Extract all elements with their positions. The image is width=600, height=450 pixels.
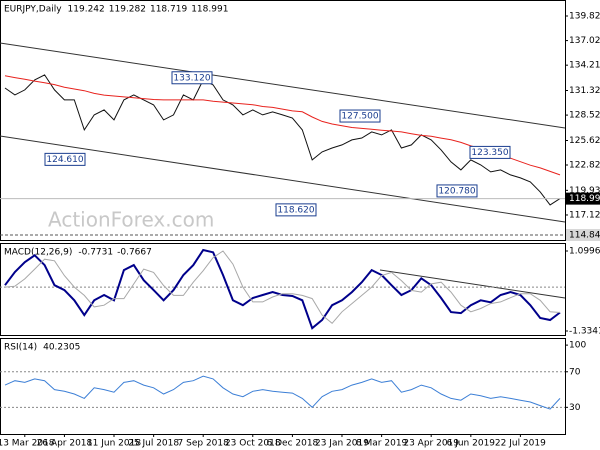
annotation-box: [171, 71, 213, 85]
series-line: [4, 250, 561, 324]
series-line: [4, 75, 561, 176]
y-tick-label: 128.520: [569, 111, 600, 121]
y-tick-label: 70: [569, 367, 581, 377]
x-tick-label: 23 Apr 2019: [403, 439, 459, 449]
annotation-label: 124.610: [46, 155, 83, 165]
series-line: [4, 74, 561, 206]
header-value: 119.282: [109, 5, 146, 15]
header-value: 118.719: [150, 5, 187, 15]
annotation-label: 133.120: [173, 73, 210, 83]
annotation-box: [339, 109, 381, 123]
x-tick-label: 8 Mar 2019: [356, 439, 408, 449]
y-tick-label: 1.0996: [569, 247, 600, 257]
annotation-label: 118.620: [277, 205, 314, 215]
support-label: 114.840: [569, 231, 600, 241]
y-tick-label: 125.620: [569, 136, 600, 146]
watermark: ActionForex.com: [48, 208, 214, 232]
x-tick-label: 6 Jun 2019: [447, 439, 496, 449]
header-value: 40.2305: [43, 343, 80, 353]
x-tick-label: 22 Jul 2019: [495, 439, 546, 449]
support-box: [566, 229, 600, 242]
y-tick-label: 122.825: [569, 161, 600, 171]
header-value: 119.242: [68, 5, 105, 15]
last-price-box: [566, 192, 600, 205]
channel-lower: [0, 135, 566, 223]
annotation-label: 127.500: [341, 112, 378, 122]
annotation-box: [275, 203, 317, 217]
x-tick-label: 26 Apr 2018: [37, 439, 93, 449]
last-price-label: 118.991: [569, 194, 600, 204]
y-tick-label: 139.825: [569, 11, 600, 21]
x-tick-label: 25 Jul 2018: [128, 439, 179, 449]
panel-title: RSI(14): [4, 343, 37, 353]
rsi-panel: [0, 338, 566, 435]
annotation-label: 123.350: [471, 148, 508, 158]
x-tick-label: 23 Oct 2018: [225, 439, 281, 449]
macd-trendline: [379, 269, 566, 299]
price-panel: [0, 0, 566, 241]
annotation-box: [469, 145, 511, 159]
x-tick-label: 23 Jan 2019: [315, 439, 369, 449]
header-value: 118.991: [191, 5, 228, 15]
y-tick-label: 117.125: [569, 210, 600, 220]
x-tick-label: 11 Jun 2018: [87, 439, 141, 449]
x-tick-label: 7 Sep 2018: [178, 439, 230, 449]
y-tick-label: 137.020: [569, 36, 600, 46]
header-value: -0.7667: [117, 248, 152, 258]
panel-title: MACD(12,26,9): [4, 248, 72, 258]
x-tick-label: 13 Mar 2018: [0, 439, 55, 449]
y-tick-label: 100: [569, 341, 586, 351]
y-tick-label: 131.325: [569, 86, 600, 96]
y-tick-label: -1.3341: [569, 326, 600, 336]
y-tick-label: 134.215: [569, 61, 600, 71]
y-tick-label: 30: [569, 403, 581, 413]
series-line: [4, 248, 561, 330]
header-value: -0.7731: [78, 248, 113, 258]
macd-panel: [0, 243, 566, 336]
y-tick-label: 119.935: [569, 186, 600, 196]
series-line: [4, 375, 561, 410]
annotation-box: [436, 184, 478, 198]
annotation-label: 120.780: [438, 186, 475, 196]
panel-title: EURJPY,Daily: [4, 5, 62, 15]
x-tick-label: 6 Dec 2018: [267, 439, 319, 449]
annotation-box: [44, 152, 86, 166]
channel-upper: [0, 42, 566, 129]
